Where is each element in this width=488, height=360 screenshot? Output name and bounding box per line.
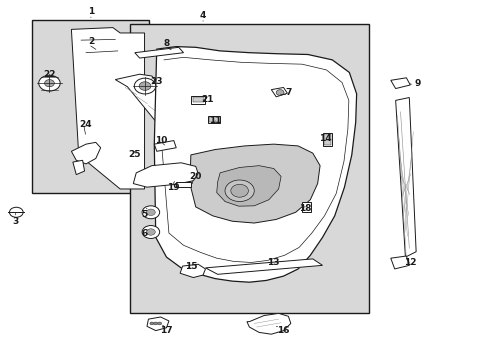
Polygon shape [390,256,408,269]
Text: 6: 6 [141,229,147,238]
Circle shape [44,80,54,87]
Circle shape [230,184,248,197]
Circle shape [150,322,154,325]
Circle shape [146,229,155,235]
Text: 10: 10 [155,136,167,145]
Polygon shape [135,47,183,58]
Text: 20: 20 [189,172,202,181]
Polygon shape [390,78,409,89]
Circle shape [146,209,155,216]
Text: 12: 12 [403,258,416,267]
Bar [190,96,205,104]
Text: 19: 19 [167,183,180,192]
Bar [192,97,203,102]
Text: 8: 8 [163,39,169,48]
Bar [322,133,331,146]
Polygon shape [205,259,322,274]
Polygon shape [246,314,290,334]
Text: 14: 14 [318,134,330,143]
Text: 13: 13 [267,258,280,267]
Bar [176,182,190,187]
Polygon shape [154,140,176,151]
Circle shape [158,322,161,325]
Text: 3: 3 [12,217,19,226]
Polygon shape [133,163,198,187]
Bar [130,24,368,313]
Polygon shape [71,142,101,164]
Polygon shape [115,74,219,169]
Circle shape [142,206,159,219]
Text: 2: 2 [88,37,94,46]
Text: 1: 1 [88,7,94,16]
Text: 15: 15 [184,262,197,271]
Circle shape [39,75,60,91]
Bar [324,134,330,145]
Polygon shape [189,144,320,223]
Bar [209,117,218,122]
Text: 22: 22 [43,70,56,79]
Polygon shape [180,264,205,278]
Circle shape [9,207,23,217]
Circle shape [154,322,158,325]
Text: 9: 9 [413,79,420,88]
Text: 18: 18 [299,204,311,213]
Polygon shape [216,166,281,206]
Polygon shape [73,160,84,175]
Text: 21: 21 [201,95,214,104]
Text: 7: 7 [285,87,291,96]
Circle shape [224,180,254,202]
Polygon shape [154,46,356,282]
Circle shape [142,226,159,238]
Circle shape [276,90,284,95]
Circle shape [134,78,156,94]
Text: 5: 5 [141,210,147,219]
Circle shape [139,82,151,90]
Polygon shape [71,28,144,189]
Text: 4: 4 [200,10,206,19]
Bar [32,21,149,193]
Text: 25: 25 [128,150,141,159]
Text: 23: 23 [150,77,163,86]
Bar [302,202,310,212]
Text: 17: 17 [160,326,172,335]
Text: 16: 16 [277,326,289,335]
Text: 11: 11 [208,116,221,125]
Text: 24: 24 [80,120,92,129]
Polygon shape [147,317,168,330]
Polygon shape [395,98,415,257]
Polygon shape [271,87,287,97]
Bar [207,116,220,123]
